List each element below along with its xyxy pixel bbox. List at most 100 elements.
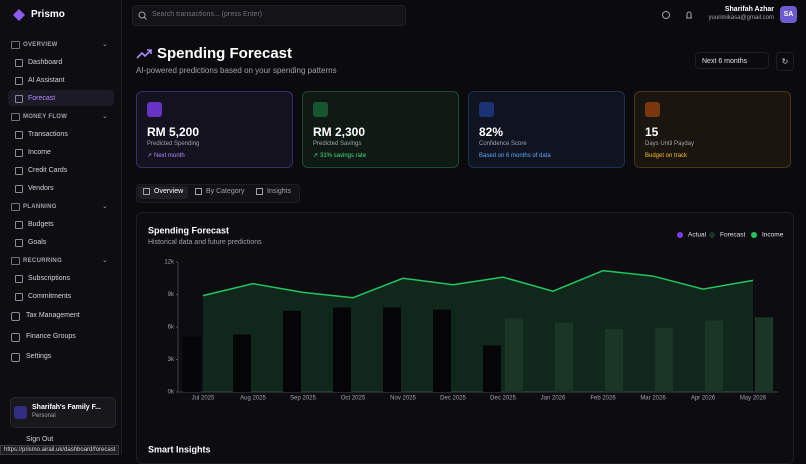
bar [505,318,523,392]
y-tick-label: 6k [168,325,175,331]
search-box[interactable]: Search transactions... (press Enter) [132,5,406,26]
nav-item[interactable]: Dashboard [28,59,63,66]
card-icon [147,102,162,117]
item-icon [15,275,23,283]
section-title[interactable]: OVERVIEW [23,42,58,48]
x-tick-label: Sep 2025 [290,396,316,402]
nav-item[interactable]: Credit Cards [28,167,68,174]
stat-card: RM 5,200 Predicted Spending Next month ↗ [136,91,293,168]
nav-item[interactable]: Budgets [28,221,54,228]
x-tick-label: Dec 2025 [490,396,516,402]
item-icon [11,312,20,321]
y-tick-label: 3k [168,357,175,363]
user-email: yuurimikasa@gmail.com [708,15,774,21]
section-title[interactable]: PLANNING [23,204,57,210]
bar [483,345,501,392]
section-icon [11,113,20,121]
tab-icon [195,188,202,195]
chart-title: Spending Forecast [148,225,229,235]
item-icon [15,149,23,157]
x-tick-label: Apr 2026 [691,396,716,402]
x-tick-label: Jan 2026 [541,396,566,402]
item-icon [15,59,23,67]
chevron: ⌄ [102,203,108,210]
tab-icon [143,188,150,195]
nav-item[interactable]: Commitments [28,293,72,300]
nav-item[interactable]: Vendors [28,185,54,192]
item-icon [15,131,23,139]
refresh-button[interactable]: ↻ [776,52,794,71]
bar [333,307,351,392]
nav-item[interactable]: Transactions [28,131,68,138]
legend-dot [677,232,683,238]
tab[interactable]: Insights [267,188,292,195]
item-icon [11,332,20,342]
nav-item[interactable]: Subscriptions [28,275,71,282]
tab[interactable]: Overview [154,188,184,195]
bar [433,309,451,392]
section-icon [11,257,20,265]
legend-dot [751,232,757,238]
card-label: Predicted Savings [313,141,362,147]
avatar[interactable]: SA [780,6,797,23]
bar [755,317,773,392]
card-icon [479,102,494,117]
nav-item[interactable]: AI Assistant [28,77,65,84]
section-icon [11,41,20,49]
item-icon [15,185,23,193]
legend-dot [709,232,715,238]
stat-card: RM 2,300 Predicted Savings 31% savings rat… [302,91,459,168]
bar [655,328,673,392]
section-icon [11,203,20,211]
period-select[interactable]: Next 6 months [695,52,769,69]
chevron: ⌄ [102,41,108,48]
section-title[interactable]: RECURRING [23,258,63,264]
title-icon [136,49,152,59]
section-title[interactable]: MONEY FLOW [23,114,68,120]
nav-item[interactable]: Forecast [28,95,56,102]
sidebar: Prismo Sharifah's Family F... Personal S… [0,0,122,454]
tab-icon [256,188,263,195]
item-icon [15,239,23,247]
stat-card: 15 Days Until Payday Budget on track [634,91,791,168]
tab[interactable]: By Category [206,188,245,195]
card-value: RM 2,300 [313,125,366,139]
card-label: Days Until Payday [645,141,695,147]
nav-item[interactable]: Settings [26,353,52,360]
bar [555,322,573,392]
x-tick-label: Aug 2025 [240,396,266,402]
sign-out[interactable]: Sign Out [26,436,54,443]
y-tick-label: 0k [168,390,175,396]
user-name: Sharifah Azhar [724,6,774,13]
legend-label: Actual [688,232,707,239]
logo [13,9,25,21]
note-icon: ↗ [313,153,319,159]
nav-item[interactable]: Finance Groups [26,332,76,340]
chart: Spending Forecast Historical data and fu… [148,225,784,454]
active-item-bg [8,90,114,106]
header-icons[interactable] [661,10,695,20]
group-name: Sharifah's Family F... [32,404,101,411]
card-note: Based on 6 months of data [479,153,551,159]
app-name: Prismo [31,9,65,20]
group-role: Personal [32,413,56,419]
chart-subtitle: Historical data and future predictions [148,239,262,246]
legend-label: Forecast [720,232,745,239]
y-tick-label: 9k [168,292,175,298]
page-title: Spending Forecast [157,45,293,62]
x-tick-label: Mar 2026 [640,396,666,402]
nav-item[interactable]: Goals [28,239,47,246]
card-value: 15 [645,125,659,139]
x-tick-label: May 2026 [740,396,767,402]
x-tick-label: Dec 2025 [440,396,466,402]
nav-item[interactable]: Tax Management [26,312,80,319]
nav-item[interactable]: Income [28,149,51,156]
note-icon: ↗ [147,153,153,159]
stat-card: 82% Confidence Score Based on 6 months of … [468,91,625,168]
card-icon [313,102,328,117]
item-icon [15,77,23,85]
bar [705,320,723,392]
group-switcher[interactable]: Sharifah's Family F... Personal [10,397,116,428]
bar [283,310,301,392]
